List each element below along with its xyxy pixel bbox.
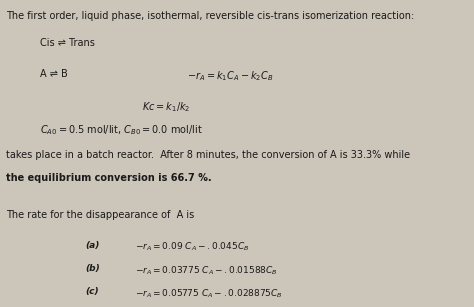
Text: (a): (a) [85, 241, 100, 250]
Text: $-r_A = 0.09\ C_A-.0.045C_B$: $-r_A = 0.09\ C_A-.0.045C_B$ [135, 241, 249, 254]
Text: $-r_A = 0.03775\ C_A-.0.01588C_B$: $-r_A = 0.03775\ C_A-.0.01588C_B$ [135, 264, 278, 277]
Text: The first order, liquid phase, isothermal, reversible cis-trans isomerization re: The first order, liquid phase, isotherma… [6, 11, 414, 21]
Text: $Kc= k_1/k_2$: $Kc= k_1/k_2$ [142, 101, 191, 115]
Text: $-r_A =k_1C_A - k_2C_B$: $-r_A =k_1C_A - k_2C_B$ [187, 69, 273, 83]
Text: (c): (c) [85, 287, 99, 296]
Text: the equilibrium conversion is 66.7 %.: the equilibrium conversion is 66.7 %. [6, 173, 211, 184]
Text: A ⇌ B: A ⇌ B [40, 69, 68, 79]
Text: Cis ⇌ Trans: Cis ⇌ Trans [40, 38, 95, 49]
Text: $-r_A = 0.05775\ C_A-.0.028875C_B$: $-r_A = 0.05775\ C_A-.0.028875C_B$ [135, 287, 283, 300]
Text: (b): (b) [85, 264, 100, 273]
Text: The rate for the disappearance of  A is: The rate for the disappearance of A is [6, 210, 194, 220]
Text: takes place in a batch reactor.  After 8 minutes, the conversion of A is 33.3% w: takes place in a batch reactor. After 8 … [6, 150, 410, 161]
Text: $C_{A0} = 0.5$ mol/lit, $C_{B0} = 0.0$ mol/lit: $C_{A0} = 0.5$ mol/lit, $C_{B0} = 0.0$ m… [40, 123, 203, 137]
